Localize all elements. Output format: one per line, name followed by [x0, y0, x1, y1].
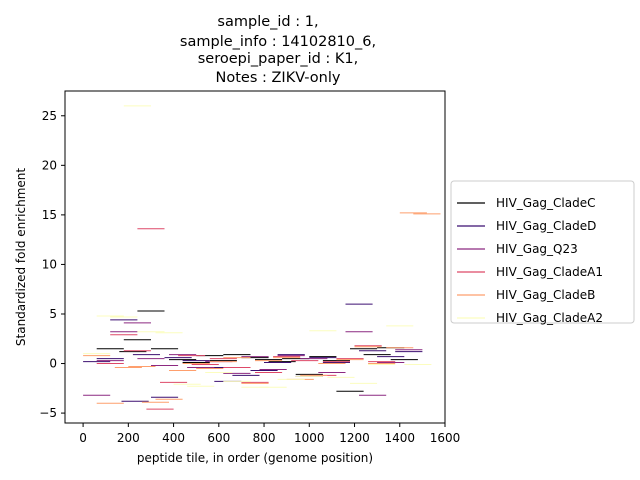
x-tick-label-1: 200: [117, 431, 140, 445]
y-tick-label-0: −5: [39, 406, 57, 420]
x-tick-label-7: 1400: [384, 431, 415, 445]
series-HIV_Gag_CladeB: [83, 212, 441, 404]
x-tick-label-3: 600: [207, 431, 230, 445]
legend-frame: [450, 180, 635, 324]
x-axis-label: peptide tile, in order (genome position): [137, 451, 373, 465]
y-tick-label-4: 15: [42, 208, 57, 222]
x-tick-label-6: 1200: [339, 431, 370, 445]
title-line-4: Notes : ZIKV-only: [216, 70, 341, 86]
title-line-2: sample_info : 14102810_6,: [180, 34, 376, 50]
axes-frame: [64, 90, 446, 424]
legend-label-HIV_Gag_CladeA1: HIV_Gag_CladeA1: [496, 265, 603, 279]
legend-label-HIV_Gag_CladeB: HIV_Gag_CladeB: [496, 288, 595, 302]
y-tick-label-6: 25: [42, 109, 57, 123]
legend-label-HIV_Gag_CladeD: HIV_Gag_CladeD: [496, 219, 596, 233]
legend-label-HIV_Gag_CladeA2: HIV_Gag_CladeA2: [496, 311, 603, 325]
x-tick-label-0: 0: [79, 431, 87, 445]
y-axis: −5 0 5 10 15 20 25: [39, 109, 65, 420]
legend-label-HIV_Gag_CladeC: HIV_Gag_CladeC: [496, 196, 596, 210]
series-HIV_Gag_CladeA1: [96, 228, 396, 410]
legend: HIV_Gag_CladeC HIV_Gag_CladeD HIV_Gag_Q23 H…: [450, 180, 635, 325]
series-HIV_Gag_CladeD: [83, 303, 423, 402]
x-tick-label-8: 1600: [430, 431, 461, 445]
title-line-1: sample_id : 1,: [217, 14, 318, 30]
x-tick-label-2: 400: [162, 431, 185, 445]
chart-title: sample_id : 1, sample_info : 14102810_6,…: [180, 14, 376, 86]
x-tick-label-5: 1000: [294, 431, 325, 445]
y-tick-label-3: 10: [42, 257, 57, 271]
y-tick-label-5: 20: [42, 158, 57, 172]
x-axis: 0 200 400 600 800 1000 1200 1400 1600: [79, 423, 460, 445]
legend-label-HIV_Gag_Q23: HIV_Gag_Q23: [496, 242, 578, 256]
y-tick-label-1: 0: [49, 357, 57, 371]
y-axis-label: Standardized fold enrichment: [14, 168, 28, 347]
series-HIV_Gag_Q23: [83, 322, 423, 396]
x-tick-label-4: 800: [253, 431, 276, 445]
y-tick-label-2: 5: [49, 307, 57, 321]
series-HIV_Gag_CladeA2: [83, 105, 432, 388]
title-line-3: seroepi_paper_id : K1,: [198, 51, 359, 67]
plot-area: [83, 105, 441, 410]
